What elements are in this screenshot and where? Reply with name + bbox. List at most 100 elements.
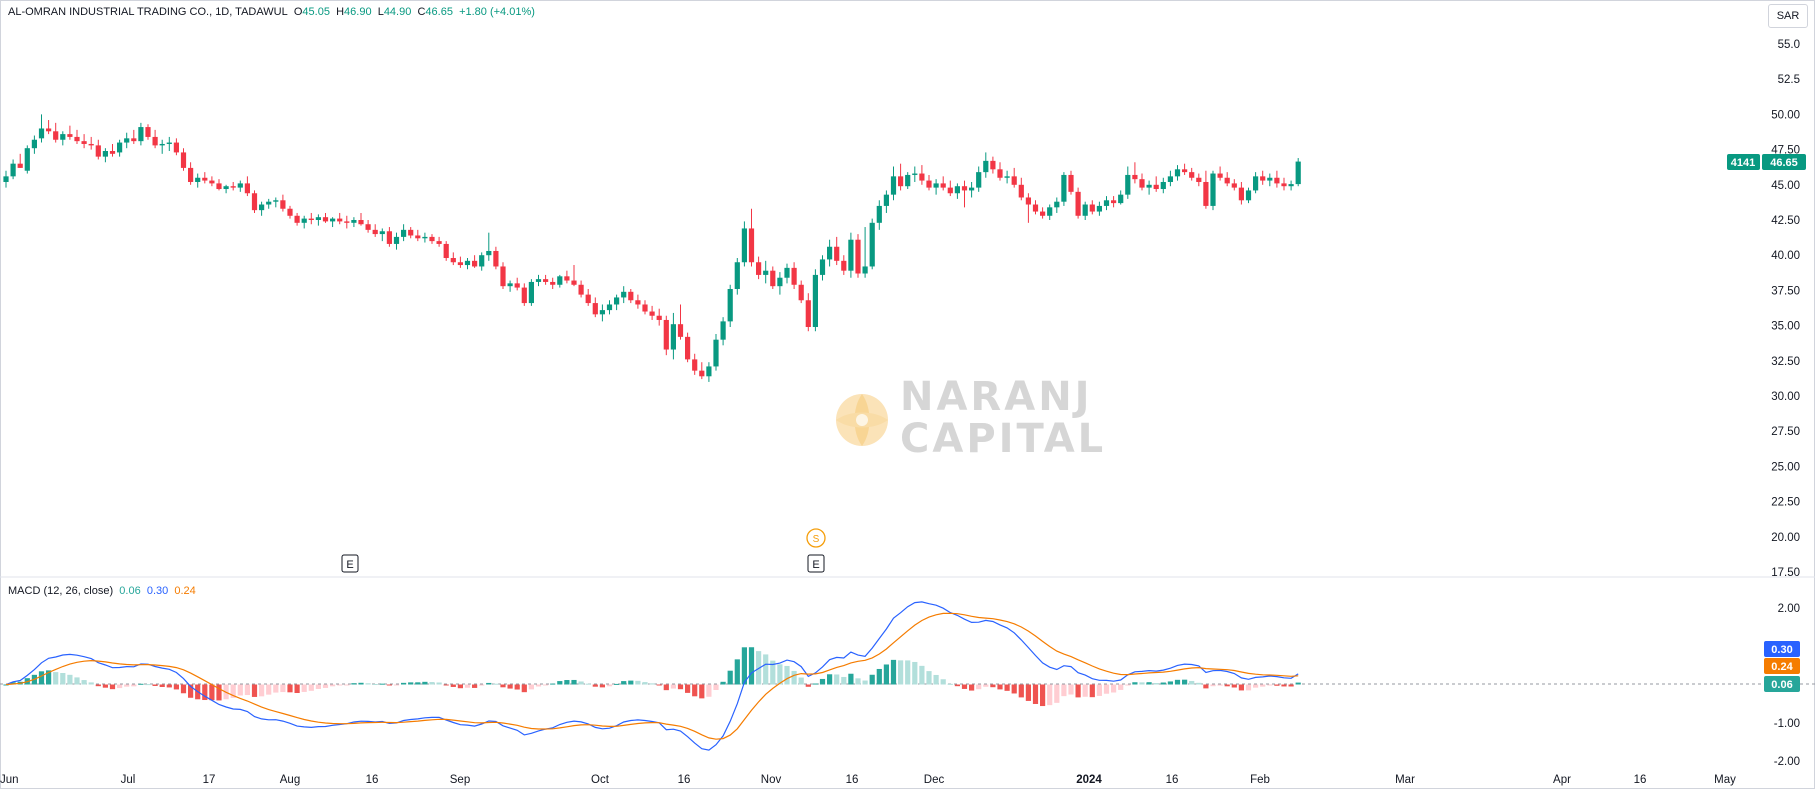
candle-down xyxy=(152,129,158,149)
low-value: 44.90 xyxy=(383,6,412,18)
candle-up xyxy=(10,159,16,180)
candle-up xyxy=(883,190,889,213)
macd-hist-bar xyxy=(401,682,407,685)
time-tick-label: Aug xyxy=(280,774,300,786)
macd-hist-bar xyxy=(109,684,116,690)
candle-up xyxy=(876,200,882,230)
earnings-marker[interactable]: E xyxy=(341,554,359,573)
candle-body xyxy=(408,229,414,236)
candle-body xyxy=(706,366,712,377)
candle-up xyxy=(1253,172,1259,194)
macd-hist-bar xyxy=(983,684,989,687)
macd-hist-bar xyxy=(266,684,272,695)
macd-hist-bar xyxy=(74,677,80,685)
candle-body xyxy=(756,262,762,275)
candle-down xyxy=(450,252,456,266)
time-tick-label: Apr xyxy=(1553,774,1571,786)
candle-down xyxy=(1231,179,1237,191)
macd-hist-bar xyxy=(1011,684,1017,694)
price-axis[interactable]: 55.0 52.5 50.00 47.50 45.00 42.50 40.00 37.50 35… xyxy=(1771,39,1800,579)
candle-body xyxy=(237,183,243,188)
candle-down xyxy=(230,181,236,191)
macd-indicator-title[interactable]: MACD (12, 26, close) xyxy=(8,585,114,597)
candle-body xyxy=(1295,161,1301,185)
candle-down xyxy=(841,255,847,275)
macd-hist-bar xyxy=(237,684,243,696)
candle-down xyxy=(472,255,478,268)
candle-body xyxy=(472,260,478,267)
candle-up xyxy=(393,232,400,250)
candle-up xyxy=(464,258,471,270)
macd-hist-bar xyxy=(1146,682,1152,685)
candle-body xyxy=(628,291,634,301)
candle-up xyxy=(195,173,201,188)
candle-body xyxy=(330,218,336,222)
candle-down xyxy=(855,234,861,278)
candle-body xyxy=(983,160,989,173)
macd-hist-bar xyxy=(1245,684,1252,691)
macd-hist-bar xyxy=(1224,684,1230,687)
macd-legend[interactable]: MACD (12, 26, close) 0.06 0.30 0.24 xyxy=(8,585,196,597)
candle-body xyxy=(1111,200,1117,204)
macd-hist-bar xyxy=(1040,684,1046,707)
candle-down xyxy=(940,176,946,191)
price-tick-label: 35.00 xyxy=(1771,321,1800,333)
macd-hist-bar xyxy=(1118,684,1124,690)
candle-up xyxy=(124,132,130,149)
candle-up xyxy=(1004,170,1010,184)
macd-hist-bar xyxy=(812,683,818,685)
candle-down xyxy=(131,129,137,144)
symbol-legend[interactable]: AL-OMRAN INDUSTRIAL TRADING CO., 1D, TAD… xyxy=(8,6,535,18)
candle-down xyxy=(287,205,293,219)
candle-body xyxy=(1160,181,1166,190)
candle-up xyxy=(1118,190,1124,205)
macd-hist-bar xyxy=(95,684,101,687)
candle-body xyxy=(748,228,755,263)
macd-hist-bar xyxy=(159,684,165,687)
candle-body xyxy=(685,336,691,360)
candle-up xyxy=(670,312,676,360)
candle-down xyxy=(1040,207,1046,219)
macd-tick-label: -1.00 xyxy=(1774,718,1800,730)
earnings-marker[interactable]: E xyxy=(807,554,825,573)
candle-body xyxy=(578,284,584,295)
signal-line xyxy=(5,612,1299,740)
candle-up xyxy=(138,122,144,146)
macd-hist-bar xyxy=(699,684,705,699)
candle-up xyxy=(1267,173,1273,187)
macd-hist-bar xyxy=(592,684,598,687)
currency-button[interactable]: SAR xyxy=(1768,4,1808,28)
candle-body xyxy=(663,319,669,350)
candle-body xyxy=(1032,204,1039,212)
candle-body xyxy=(1267,177,1273,181)
macd-hist-bar xyxy=(145,684,151,686)
candle-body xyxy=(393,236,400,244)
candle-body xyxy=(812,274,818,328)
macd-hist-bar xyxy=(386,684,392,686)
macd-hist-bar xyxy=(322,684,329,688)
split-marker[interactable]: S xyxy=(806,528,826,548)
symbol-title[interactable]: AL-OMRAN INDUSTRIAL TRADING CO., 1D, TAD… xyxy=(8,6,288,18)
candlestick-series xyxy=(3,114,1301,382)
time-axis[interactable]: Jun Jul 17 Aug 16 Sep Oct 16 Nov 16 Dec 2024 16 Feb Ma… xyxy=(0,774,1736,786)
candle-down xyxy=(46,120,52,135)
high-value: 46.90 xyxy=(344,6,372,18)
candle-body xyxy=(727,288,733,322)
macd-hist-bar xyxy=(1274,684,1280,686)
candle-body xyxy=(493,250,499,267)
candle-down xyxy=(990,156,996,174)
hist-value-badge: 0.06 xyxy=(1764,676,1800,692)
macd-hist-bar xyxy=(230,684,236,698)
signal-value-text: 0.24 xyxy=(1771,661,1793,673)
macd-hist-bar xyxy=(578,681,584,685)
macd-hist-bar xyxy=(1160,682,1166,685)
macd-hist-bar xyxy=(287,684,293,693)
macd-hist-bar xyxy=(1025,684,1031,701)
price-tick-label: 17.50 xyxy=(1771,567,1800,579)
candle-up xyxy=(1167,170,1173,187)
hist-value-text: 0.06 xyxy=(1771,679,1792,691)
candle-up xyxy=(621,286,627,304)
time-tick-label: May xyxy=(1714,774,1736,786)
macd-hist-bar xyxy=(259,684,265,697)
